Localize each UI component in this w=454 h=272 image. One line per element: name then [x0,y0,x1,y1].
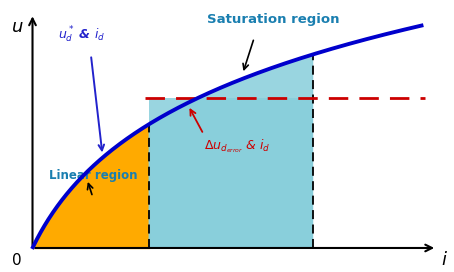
Text: $u_d^*$ & $i_d$: $u_d^*$ & $i_d$ [58,25,105,45]
Polygon shape [149,54,312,248]
Text: $\Delta u_{d_{error}}$ & $i_d$: $\Delta u_{d_{error}}$ & $i_d$ [204,138,270,155]
Text: $u$: $u$ [10,18,23,36]
Text: Linear region: Linear region [49,169,137,182]
Text: 0: 0 [12,253,22,268]
Text: Saturation region: Saturation region [207,14,340,26]
Bar [149,98,312,248]
Text: $i$: $i$ [441,251,448,269]
